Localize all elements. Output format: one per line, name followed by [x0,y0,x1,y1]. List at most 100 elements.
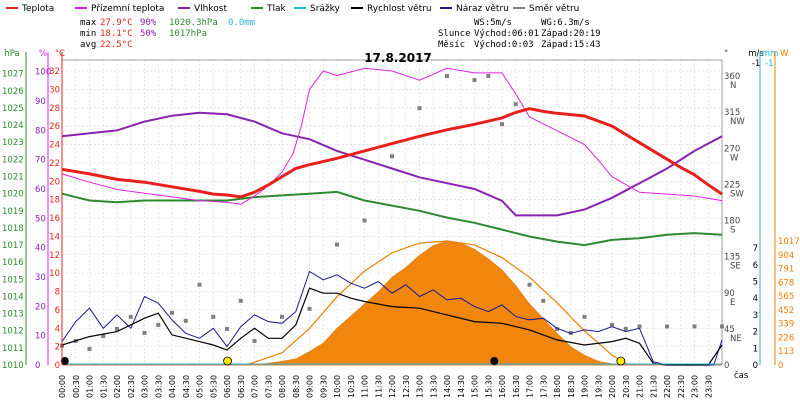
pressure-line [61,190,723,247]
time-tick-label: 21:30 [649,375,658,398]
wind-direction-point [472,78,477,83]
time-tick-label: 12:00 [388,375,397,398]
wind-direction-point [390,154,394,159]
legend-label: Tlak [266,4,287,14]
wind-gust-line [61,270,723,366]
moon-event-marker [60,357,69,365]
time-tick-label: 03:00 [141,375,150,398]
time-tick-label: 02:30 [127,375,136,398]
sunset: Západ:20:19 [541,29,601,39]
moonset: Západ:15:43 [541,40,601,50]
wind-direction-point [128,314,133,319]
stat-min-value: 18.1°C [100,29,133,39]
legend-label: Rychlost větru [367,4,432,14]
temperature-tick-label: 8 [55,288,60,298]
time-tick-label: 12:30 [402,375,411,398]
temperature-tick-label: 32 [49,67,60,77]
plot-area [60,67,724,366]
time-tick-label: 07:30 [264,375,273,398]
wind-tick-label: 5 [753,278,758,288]
time-tick-label: 17:00 [526,375,535,398]
wind-direction-point [582,314,587,319]
hpa-tick-label: 1018 [2,224,24,234]
direction-axis-unit: ° [724,49,728,59]
humidity-tick-label: 30 [35,273,46,283]
stat-max-label: max [80,18,97,28]
time-tick-label: 15:00 [471,375,480,398]
legend-header: Teplota Přízemní teplota Vlhkost Tlak Srážky… [6,4,601,50]
temperature-tick-label: 28 [49,104,60,114]
wind-tick-label: 1 [753,344,758,354]
hpa-tick-label: 1026 [2,87,24,97]
time-tick-label: 08:30 [292,375,301,398]
temperature-tick-label: 18 [49,196,60,206]
wind-direction-point [183,318,188,323]
temperature-tick-label: 26 [49,122,60,132]
wind-direction-point [623,326,628,331]
direction-tick-label: 90 [724,289,735,299]
sunrise: Východ:06:01 [474,29,539,39]
direction-tick-label: 225 [724,180,740,190]
hpa-tick-label: 1020 [2,190,24,200]
solar-tick-label: 0 [778,361,783,371]
time-tick-label: 13:00 [416,375,425,398]
direction-tick-label: 0 [724,361,729,371]
stat-max-value: 90% [140,18,157,28]
humidity-tick-label: 40 [35,244,46,254]
chart-date-title: 17.8.2017 [364,51,432,65]
time-tick-label: 22:00 [663,375,672,398]
temperature-tick-label: 30 [49,85,60,95]
humidity-tick-label: 100 [35,68,51,78]
time-tick-label: 13:30 [429,375,438,398]
temperature-tick-label: 20 [49,177,60,187]
wind-direction-point [335,242,339,247]
wind-direction-point [225,326,229,331]
wind-direction-point [115,326,119,331]
time-tick-label: 09:30 [319,375,328,398]
wind-direction-point [156,322,161,327]
wind-direction-point [541,298,546,303]
rain-axis-unit: mm [762,49,779,59]
time-tick-label: 19:30 [594,375,603,398]
stat-max-value: 27.9°C [100,18,133,28]
temperature-tick-label: 6 [55,306,60,316]
hpa-tick-label: 1012 [2,327,24,337]
hpa-tick-label: 1022 [2,155,24,165]
wind-ws: WS:5m/s [474,18,512,28]
wind-direction-point [170,310,174,315]
wind-direction-point [142,330,147,335]
legend-label: Přízemní teplota [91,4,164,14]
moon-label: Měsíc [438,40,465,50]
moon-event-marker [490,357,499,365]
time-tick-label: 23:30 [704,375,713,398]
sun-event-marker [616,356,626,366]
direction-tick-label: 135 [724,253,740,263]
temperature-tick-label: 14 [49,232,60,242]
temperature-tick-label: 12 [49,251,60,261]
time-tick-label: 22:30 [677,375,686,398]
solar-tick-label: 339 [778,320,794,330]
wind-direction-point [513,102,518,107]
hpa-tick-label: 1025 [2,104,24,114]
moonrise: Východ:0:03 [474,40,534,50]
temperature-line [61,107,723,199]
time-tick-label: 18:30 [567,375,576,398]
stat-min-value: 50% [140,29,157,39]
time-tick-label: 01:30 [99,375,108,398]
direction-tick-label: 45 [724,325,735,335]
time-tick-label: 19:00 [581,375,590,398]
temperature-tick-label: 0 [55,361,60,371]
direction-tick-compass: W [730,153,739,163]
hpa-tick-label: 1016 [2,258,24,268]
humidity-line [61,111,723,217]
wind-direction-point [637,324,642,329]
humidity-tick-label: 90 [35,97,46,107]
direction-tick-label: 180 [724,217,740,227]
temperature-tick-label: 10 [49,269,60,279]
hpa-tick-label: 1019 [2,207,24,217]
hpa-tick-label: 1015 [2,275,24,285]
hpa-tick-label: 1014 [2,292,24,302]
time-tick-label: 03:30 [154,375,163,398]
direction-tick-label: 270 [724,144,740,154]
direction-tick-label: 360 [724,72,740,82]
